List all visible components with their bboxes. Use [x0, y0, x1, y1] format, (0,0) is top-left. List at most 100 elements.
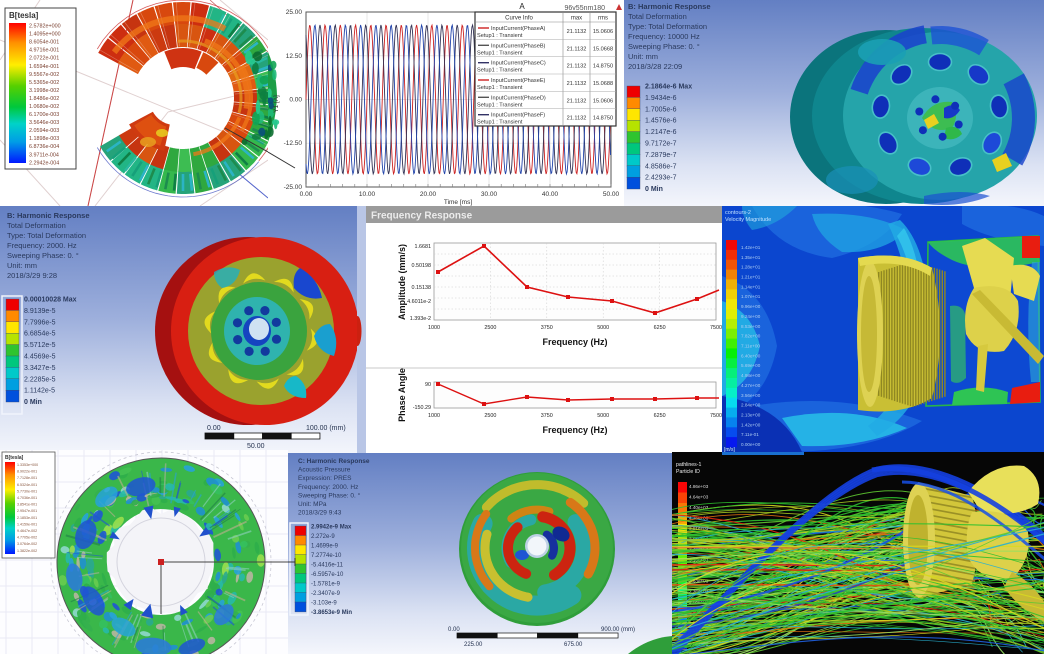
svg-text:2500: 2500: [484, 413, 496, 419]
svg-text:-25.00: -25.00: [284, 184, 303, 191]
svg-text:Unit: mm: Unit: mm: [628, 52, 658, 61]
svg-text:Setup1 : Transient: Setup1 : Transient: [477, 120, 523, 126]
svg-text:15.0668: 15.0668: [593, 46, 613, 52]
svg-text:3.3427e-5: 3.3427e-5: [24, 365, 56, 372]
svg-text:Curve Info: Curve Info: [505, 16, 533, 22]
svg-text:1.4699e-9: 1.4699e-9: [311, 544, 339, 550]
svg-text:7.2879e-7: 7.2879e-7: [645, 152, 677, 159]
svg-text:5000: 5000: [597, 325, 609, 331]
svg-text:max: max: [571, 16, 582, 22]
svg-text:2.1864e-6 Max: 2.1864e-6 Max: [645, 84, 692, 91]
svg-text:3.9711e-004: 3.9711e-004: [29, 152, 59, 158]
svg-text:2.5782e+000: 2.5782e+000: [29, 24, 61, 30]
svg-text:3.56e+00: 3.56e+00: [741, 393, 761, 398]
svg-text:Setup1 : Transient: Setup1 : Transient: [477, 50, 523, 56]
svg-text:20.00: 20.00: [420, 191, 437, 198]
svg-text:0.15138: 0.15138: [412, 285, 432, 291]
svg-text:1.393e-2: 1.393e-2: [410, 316, 431, 322]
svg-text:21.1132: 21.1132: [567, 81, 587, 87]
svg-text:4.27e+00: 4.27e+00: [741, 383, 761, 388]
svg-text:Phase Angle: Phase Angle: [397, 368, 407, 422]
svg-text:4.64e+03: 4.64e+03: [689, 495, 709, 500]
svg-text:-6.5957e-10: -6.5957e-10: [311, 572, 344, 578]
svg-text:Frequency (Hz): Frequency (Hz): [542, 425, 607, 435]
svg-text:10.00: 10.00: [359, 191, 376, 198]
svg-text:Sweeping Phase: 0. °: Sweeping Phase: 0. °: [628, 42, 700, 51]
svg-text:Unit: MPa: Unit: MPa: [298, 501, 327, 508]
svg-text:2.1853e-001: 2.1853e-001: [17, 516, 37, 520]
svg-text:Total Deformation: Total Deformation: [628, 12, 687, 21]
svg-text:1.4095e+000: 1.4095e+000: [29, 32, 61, 38]
svg-text:InputCurrent(PhaseE): InputCurrent(PhaseE): [491, 78, 546, 84]
svg-text:21.1132: 21.1132: [567, 116, 587, 122]
svg-text:8.9022e-001: 8.9022e-001: [17, 470, 37, 474]
svg-text:9.4647e-002: 9.4647e-002: [17, 529, 37, 533]
svg-text:3.5646e-003: 3.5646e-003: [29, 120, 59, 126]
svg-text:6.1700e-003: 6.1700e-003: [29, 112, 59, 118]
svg-text:1.42e+00: 1.42e+00: [741, 422, 761, 427]
svg-text:0.50198: 0.50198: [412, 263, 432, 269]
svg-text:9.96e+00: 9.96e+00: [741, 304, 761, 309]
svg-text:900.00 (mm): 900.00 (mm): [601, 627, 635, 633]
svg-text:2.84e+00: 2.84e+00: [741, 403, 761, 408]
svg-text:14.8750: 14.8750: [593, 64, 613, 70]
svg-text:1.28e+01: 1.28e+01: [741, 265, 761, 270]
svg-text:Total Deformation: Total Deformation: [7, 221, 66, 230]
svg-text:225.00: 225.00: [464, 642, 483, 648]
svg-text:8.6054e-001: 8.6054e-001: [29, 40, 59, 46]
svg-text:InputCurrent(PhaseF): InputCurrent(PhaseF): [491, 113, 545, 119]
svg-text:14.8750: 14.8750: [593, 116, 613, 122]
svg-text:21.1132: 21.1132: [567, 29, 587, 35]
svg-text:0.00: 0.00: [448, 627, 460, 633]
svg-text:5000: 5000: [597, 413, 609, 419]
svg-text:2.9547e-001: 2.9547e-001: [17, 509, 37, 513]
svg-text:4.86e+03: 4.86e+03: [689, 484, 709, 489]
svg-text:1.4576e-6: 1.4576e-6: [645, 118, 677, 125]
svg-text:0.00e+00: 0.00e+00: [741, 442, 761, 447]
svg-text:Amplitude (mm/s): Amplitude (mm/s): [397, 244, 407, 320]
svg-text:Unit: mm: Unit: mm: [7, 261, 37, 270]
svg-text:2.4293e-7: 2.4293e-7: [645, 175, 677, 182]
svg-text:6.5324e-001: 6.5324e-001: [17, 483, 37, 487]
svg-text:InputCurrent(PhaseB): InputCurrent(PhaseB): [491, 43, 546, 49]
svg-text:Particle ID: Particle ID: [676, 469, 700, 475]
svg-text:2.0722e-001: 2.0722e-001: [29, 56, 59, 62]
svg-text:15.0606: 15.0606: [593, 29, 613, 35]
svg-text:2.13e+00: 2.13e+00: [741, 413, 761, 418]
svg-text:InputCurrent(PhaseD): InputCurrent(PhaseD): [491, 95, 546, 101]
svg-text:6.40e+00: 6.40e+00: [741, 353, 761, 358]
svg-text:Frequency: 2000. Hz: Frequency: 2000. Hz: [298, 484, 358, 491]
svg-text:1.14e+01: 1.14e+01: [741, 284, 761, 289]
svg-text:Sweeping Phase: 0. °: Sweeping Phase: 0. °: [7, 251, 79, 260]
svg-text:50.00: 50.00: [603, 191, 620, 198]
svg-text:8.9139e-5: 8.9139e-5: [24, 308, 56, 315]
svg-text:0.00: 0.00: [289, 97, 302, 104]
svg-text:9.24e+00: 9.24e+00: [741, 314, 761, 319]
svg-text:-150.29: -150.29: [413, 405, 431, 411]
svg-text:6.6854e-5: 6.6854e-5: [24, 331, 56, 338]
svg-text:B: Harmonic Response: B: Harmonic Response: [628, 2, 711, 11]
svg-text:4.6011e-2: 4.6011e-2: [407, 299, 431, 305]
svg-text:3.0764e-002: 3.0764e-002: [17, 542, 37, 546]
svg-text:2.9942e-9 Max: 2.9942e-9 Max: [311, 525, 352, 531]
svg-text:12.50: 12.50: [286, 53, 303, 60]
svg-text:C: Harmonic Response: C: Harmonic Response: [298, 458, 370, 465]
svg-text:2.36e+03: 2.36e+03: [689, 589, 709, 594]
svg-text:675.00: 675.00: [564, 642, 583, 648]
svg-text:2.272e-9: 2.272e-9: [311, 534, 335, 540]
svg-text:A: A: [519, 2, 525, 11]
svg-text:21.1132: 21.1132: [567, 46, 587, 52]
svg-text:[m/s]: [m/s]: [724, 447, 735, 452]
svg-text:B: Harmonic Response: B: Harmonic Response: [7, 211, 90, 220]
svg-text:Setup1 : Transient: Setup1 : Transient: [477, 85, 523, 91]
svg-text:15.0688: 15.0688: [593, 81, 613, 87]
svg-text:5.69e+00: 5.69e+00: [741, 363, 761, 368]
svg-text:21.1132: 21.1132: [567, 98, 587, 104]
svg-text:9.5567e-002: 9.5567e-002: [29, 72, 59, 78]
svg-text:2500: 2500: [484, 325, 496, 331]
svg-text:3750: 3750: [541, 413, 553, 419]
svg-text:1.1898e-003: 1.1898e-003: [29, 136, 59, 142]
svg-text:1.07e+01: 1.07e+01: [741, 294, 761, 299]
svg-text:2.2285e-5: 2.2285e-5: [24, 376, 56, 383]
svg-text:InputCurrent(PhaseC): InputCurrent(PhaseC): [491, 61, 546, 67]
